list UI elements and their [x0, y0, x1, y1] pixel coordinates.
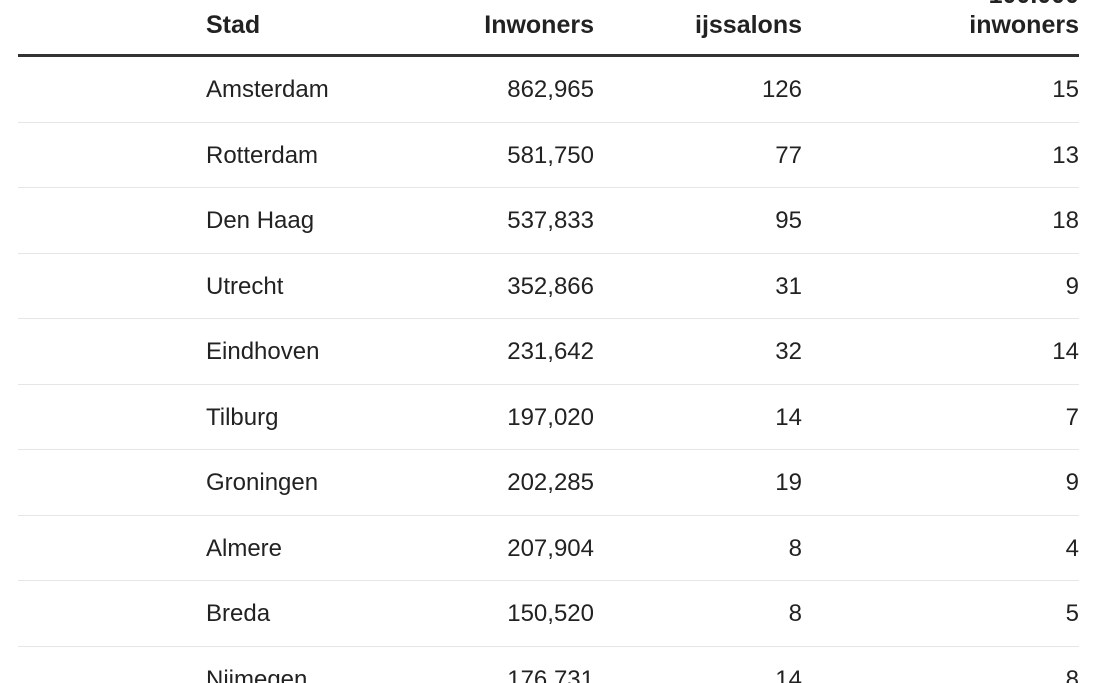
table-row: Almere 207,904 8 4 [18, 516, 1079, 581]
cell-ijssalons: 126 [761, 76, 802, 103]
cell-stad: Tilburg [206, 403, 279, 431]
data-table: Stad Inwoners ijssalons 100.000 inwoners… [18, 0, 1079, 683]
column-header-stad[interactable]: Stad [206, 11, 261, 39]
column-header-per-100000-bottom: inwoners [969, 11, 1079, 39]
table-header: Stad Inwoners ijssalons 100.000 inwoners [18, 0, 1079, 57]
table-row: Eindhoven 231,642 32 14 [18, 319, 1079, 385]
cell-ijssalons: 8 [788, 600, 802, 627]
table-body: Amsterdam 862,965 126 15 Rotterdam 581,7… [18, 57, 1079, 683]
cell-stad: Amsterdam [206, 76, 329, 103]
cell-stad: Nijmegen [206, 665, 308, 683]
table-row: Utrecht 352,866 31 9 [18, 254, 1079, 319]
cell-ijssalons: 19 [775, 469, 802, 496]
cell-per-100000: 9 [1065, 272, 1079, 300]
cell-inwoners: 352,866 [507, 272, 594, 300]
cell-inwoners: 202,285 [507, 469, 594, 496]
cell-ijssalons: 14 [775, 665, 802, 683]
cell-stad: Breda [206, 600, 271, 627]
table-row: Nijmegen 176,731 14 8 [18, 647, 1079, 683]
cell-per-100000: 9 [1065, 469, 1079, 496]
cell-per-100000: 5 [1065, 600, 1079, 627]
cell-per-100000: 4 [1065, 534, 1079, 562]
cell-inwoners: 207,904 [507, 534, 594, 562]
cell-stad: Groningen [206, 469, 319, 496]
cell-per-100000: 14 [1052, 338, 1079, 365]
cell-inwoners: 176,731 [507, 665, 594, 683]
table-row: Groningen 202,285 19 9 [18, 450, 1079, 516]
column-header-inwoners[interactable]: Inwoners [484, 11, 594, 39]
cell-inwoners: 150,520 [507, 600, 594, 627]
cell-inwoners: 862,965 [507, 76, 594, 103]
cell-stad: Den Haag [206, 207, 315, 234]
cell-ijssalons: 95 [775, 207, 802, 234]
table-row: Den Haag 537,833 95 18 [18, 188, 1079, 254]
cell-stad: Almere [206, 534, 283, 562]
cell-per-100000: 7 [1065, 403, 1079, 431]
cell-per-100000: 15 [1052, 76, 1079, 103]
cell-per-100000: 13 [1052, 141, 1079, 169]
table-row: Amsterdam 862,965 126 15 [18, 57, 1079, 123]
cell-ijssalons: 77 [775, 141, 802, 169]
table-row: Rotterdam 581,750 77 13 [18, 123, 1079, 188]
cell-ijssalons: 8 [788, 534, 802, 562]
cell-inwoners: 537,833 [507, 207, 594, 234]
column-header-per-100000[interactable]: 100.000 inwoners [969, 0, 1079, 40]
cell-inwoners: 231,642 [507, 338, 594, 365]
cell-inwoners: 197,020 [507, 403, 594, 431]
column-header-ijssalons[interactable]: ijssalons [695, 11, 802, 39]
cell-stad: Eindhoven [206, 338, 320, 365]
cell-ijssalons: 14 [775, 403, 802, 431]
column-header-per-100000-top: 100.000 [969, 0, 1079, 10]
cell-inwoners: 581,750 [507, 141, 594, 169]
cell-ijssalons: 31 [775, 272, 802, 300]
table-row: Breda 150,520 8 5 [18, 581, 1079, 647]
cell-stad: Rotterdam [206, 141, 319, 169]
table-row: Tilburg 197,020 14 7 [18, 385, 1079, 450]
cell-ijssalons: 32 [775, 338, 802, 365]
cell-stad: Utrecht [206, 272, 284, 300]
cell-per-100000: 18 [1052, 207, 1079, 234]
cell-per-100000: 8 [1065, 665, 1079, 683]
